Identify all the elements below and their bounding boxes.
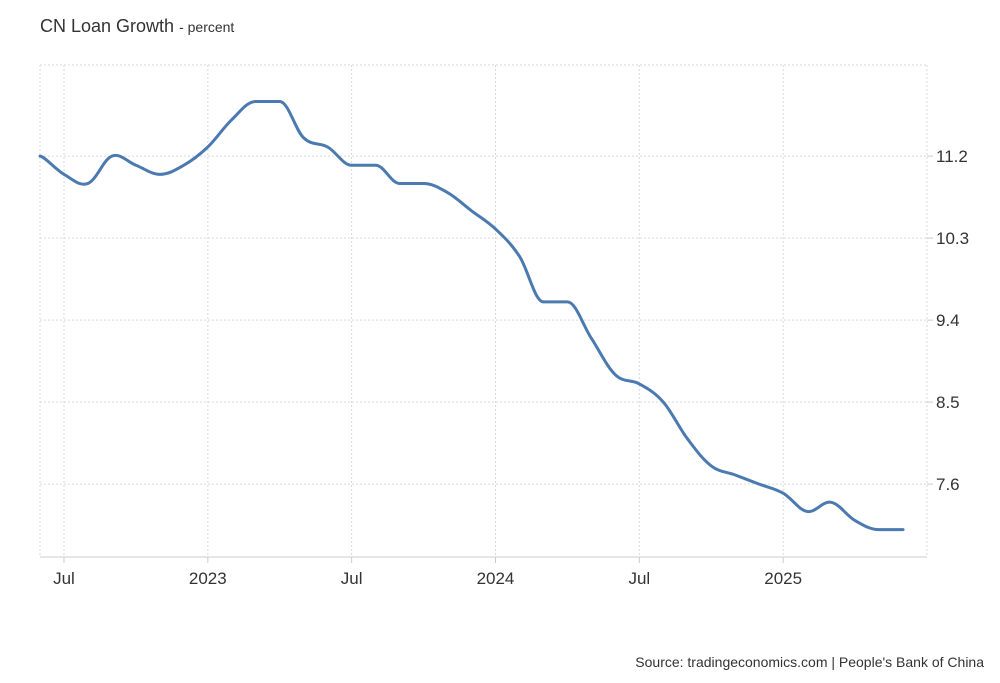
y-tick-label: 9.4: [936, 311, 960, 330]
x-tick-label: Jul: [628, 569, 650, 588]
x-tick-label: 2025: [764, 569, 802, 588]
y-tick-label: 11.2: [936, 147, 968, 166]
x-tick-label: 2023: [189, 569, 227, 588]
source-note: Source: tradingeconomics.com | People's …: [635, 654, 984, 670]
series-layer: [38, 99, 905, 532]
axis-layer: [40, 155, 933, 563]
x-tick-label: Jul: [341, 569, 363, 588]
grid-layer: [39, 64, 928, 557]
tick-label-layer: 7.6 8.5 9.4 10.3 11.2 Jul 2023 Jul 2024 Jul 2025: [53, 147, 969, 588]
y-tick-label: 10.3: [936, 229, 969, 248]
chart-unit: - percent: [179, 19, 235, 35]
x-tick-label: 2024: [477, 569, 515, 588]
series-line: [38, 99, 905, 532]
x-tick-label: Jul: [53, 569, 75, 588]
y-tick-label: 8.5: [936, 393, 960, 412]
chart-title: CN Loan Growth: [40, 16, 175, 36]
chart-title-block: CN Loan Growth - percent: [40, 16, 234, 37]
y-tick-label: 7.6: [936, 475, 960, 494]
